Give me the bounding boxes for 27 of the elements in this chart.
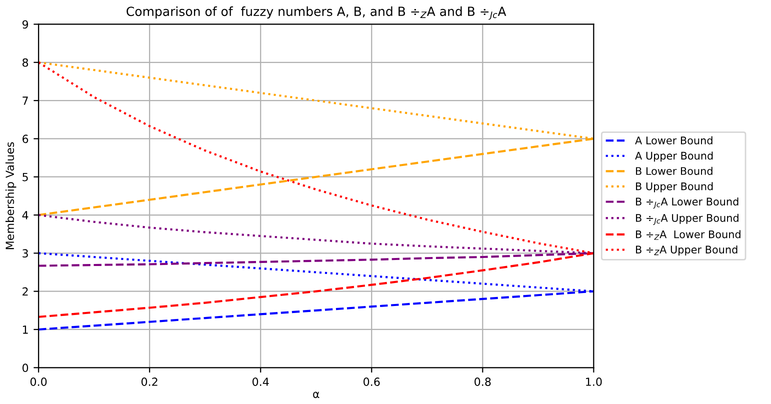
y-tick-label: 0 xyxy=(22,364,28,372)
legend-label: B ÷$_{Z}$A Upper Bound xyxy=(636,245,738,256)
legend-label: A Upper Bound xyxy=(635,152,713,162)
chart-title: Comparison of of fuzzy numbers A, B, and B ÷$_{Z}$A and B ÷$_{Jc}$A xyxy=(126,6,506,20)
y-tick-label: 2 xyxy=(22,287,28,296)
legend-label: B ÷$_{Jc}$A Upper Bound xyxy=(636,214,738,225)
x-tick-label: 0.2 xyxy=(141,378,158,386)
y-tick-label: 7 xyxy=(22,96,28,105)
y-axis-title: Membership Values xyxy=(5,142,16,250)
legend-label: B Lower Bound xyxy=(636,166,712,175)
y-tick-label: 3 xyxy=(22,249,28,258)
y-tick-label: 5 xyxy=(22,172,28,182)
legend-label: B Upper Bound xyxy=(636,182,713,192)
x-axis-title: α xyxy=(313,392,320,398)
x-tick-label: 0.8 xyxy=(474,378,491,386)
legend-label: B ÷$_{Jc}$A Lower Bound xyxy=(636,197,738,209)
x-tick-label: 0.6 xyxy=(364,378,380,386)
x-tick-label: 0.0 xyxy=(30,378,47,386)
legend-label: A Lower Bound xyxy=(635,136,712,144)
y-tick-label: 8 xyxy=(22,58,28,67)
y-tick-label: 6 xyxy=(22,134,28,144)
y-tick-label: 9 xyxy=(22,20,28,29)
y-tick-label: 4 xyxy=(22,211,28,220)
x-tick-label: 0.4 xyxy=(252,378,269,386)
y-tick-label: 1 xyxy=(22,326,28,334)
x-tick-label: 1.0 xyxy=(586,378,602,386)
legend-label: B ÷$_{Z}$A Lower Bound xyxy=(636,230,740,240)
